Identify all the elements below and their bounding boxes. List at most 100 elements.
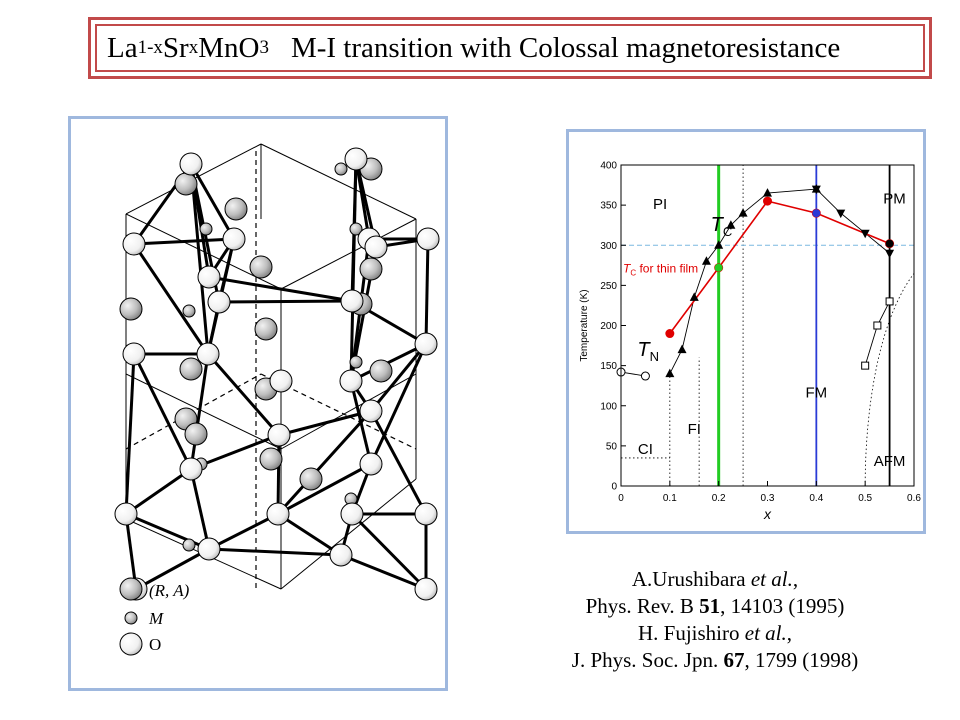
y-tick-label: 300	[600, 241, 617, 252]
m-site-sphere	[334, 162, 348, 176]
metal-oxygen-bond	[132, 243, 210, 355]
data-point-triangle-down	[811, 185, 821, 195]
crystal-structure-panel: (R, A) M O	[68, 116, 448, 691]
metal-oxygen-bond	[340, 553, 427, 591]
x-axis-label: x	[763, 506, 772, 522]
data-point-triangle-up	[738, 208, 748, 217]
metal-oxygen-bond	[189, 353, 210, 470]
ra-site-sphere	[174, 172, 198, 196]
ra-site-sphere	[369, 359, 393, 383]
oxygen-sphere	[414, 502, 438, 526]
oxygen-sphere	[207, 290, 231, 314]
legend-ra-label: (R, A)	[149, 581, 190, 600]
phase-label: CI	[638, 441, 653, 458]
x-tick-label: 0.4	[809, 493, 823, 504]
data-point-thin-film	[763, 196, 772, 206]
legend-o-label: O	[149, 635, 161, 654]
metal-oxygen-bond	[349, 158, 358, 382]
annotation-label: TN	[637, 339, 659, 364]
ra-site-sphere	[179, 357, 203, 381]
legend-o-sphere	[119, 632, 143, 656]
unit-cell-edge	[280, 478, 417, 590]
oxygen-sphere	[340, 289, 364, 313]
metal-oxygen-bond	[369, 343, 428, 465]
metal-oxygen-bond	[424, 238, 430, 345]
oxygen-sphere	[359, 452, 383, 476]
ra-site-sphere	[119, 297, 143, 321]
metal-oxygen-bond	[189, 163, 236, 240]
x-tick-label: 0.5	[858, 493, 872, 504]
y-axis-label: Temperature (K)	[579, 289, 590, 361]
crystal-structure-diagram: (R, A) M O	[114, 143, 440, 656]
metal-oxygen-bond	[369, 343, 428, 412]
oxygen-sphere	[196, 342, 220, 366]
data-point-triangle-down	[860, 229, 870, 239]
series-line	[864, 301, 890, 366]
oxygen-sphere	[414, 577, 438, 601]
metal-oxygen-bond	[276, 409, 373, 516]
oxygen-sphere	[266, 502, 290, 526]
metal-oxygen-bond	[124, 513, 138, 590]
m-site-sphere	[349, 355, 363, 369]
oxygen-sphere	[222, 227, 246, 251]
unit-cell-edge	[260, 143, 417, 220]
oxygen-sphere	[269, 369, 293, 393]
y-tick-label: 200	[600, 321, 617, 332]
oxygen-sphere	[179, 152, 203, 176]
series-line	[816, 188, 890, 254]
y-tick-label: 350	[600, 201, 617, 212]
series-line	[669, 200, 890, 335]
oxygen-sphere	[122, 232, 146, 256]
oxygen-sphere	[122, 342, 146, 366]
title-banner: La 1-x Sr x MnO 3 M-I transition with Colossal…	[88, 17, 932, 79]
ra-site-sphere	[224, 197, 248, 221]
metal-oxygen-bond	[208, 275, 353, 303]
data-point-open-square	[873, 321, 882, 330]
oxygen-sphere	[339, 369, 363, 393]
reference-line-4: J. Phys. Soc. Jpn. 67, 1799 (1998)	[571, 648, 859, 672]
highlight-point	[812, 209, 821, 218]
y-tick-label: 0	[611, 482, 617, 493]
unit-cell-edge	[280, 373, 417, 450]
data-point-triangle-up	[726, 220, 736, 229]
metal-oxygen-bond	[276, 434, 281, 515]
y-tick-label: 50	[606, 441, 618, 452]
data-point-triangle-up	[677, 344, 687, 354]
unit-cell-edge	[125, 373, 282, 450]
unit-cell-edge	[280, 218, 417, 290]
oxygen-sphere	[197, 265, 221, 289]
data-point-triangle-up	[689, 292, 699, 301]
metal-oxygen-bond	[218, 299, 353, 304]
data-point-triangle-up	[701, 256, 711, 265]
annotation-label: TC for thin film	[623, 262, 698, 278]
metal-oxygen-bond	[369, 410, 428, 515]
y-tick-label: 150	[600, 361, 617, 372]
data-point-triangle-up	[714, 240, 724, 249]
oxygen-sphere	[340, 502, 364, 526]
metal-oxygen-bond	[208, 547, 342, 557]
formula-la: La	[107, 31, 138, 64]
slide-title: La 1-x Sr x MnO 3 M-I transition with Colossal…	[95, 24, 925, 72]
ra-site-sphere	[259, 447, 283, 471]
references: A.Urushibara et al., Phys. Rev. B 51, 14…	[505, 566, 925, 674]
y-tick-label: 250	[600, 281, 617, 292]
metal-oxygen-bond	[206, 353, 281, 436]
metal-oxygen-bond	[189, 163, 210, 355]
x-tick-label: 0	[618, 493, 624, 504]
reference-line-2: Phys. Rev. B 51, 14103 (1995)	[585, 594, 845, 618]
oxygen-sphere	[267, 423, 291, 447]
reference-line-1: A.Urushibara et al.,	[631, 567, 799, 591]
oxygen-sphere	[197, 537, 221, 561]
formula-sr: Sr	[162, 31, 189, 64]
data-point-triangle-up	[665, 368, 675, 378]
phase-label: PI	[653, 196, 667, 213]
legend-ra-sphere	[119, 577, 143, 601]
phase-label: AFM	[874, 453, 906, 470]
annotation-label: TC	[711, 214, 733, 239]
metal-oxygen-bond	[277, 462, 372, 516]
plot-frame	[620, 164, 915, 487]
data-point-triangle-down	[836, 209, 846, 219]
y-tick-label: 100	[600, 401, 617, 412]
data-point-triangle-down	[885, 249, 895, 259]
oxygen-sphere	[179, 457, 203, 481]
